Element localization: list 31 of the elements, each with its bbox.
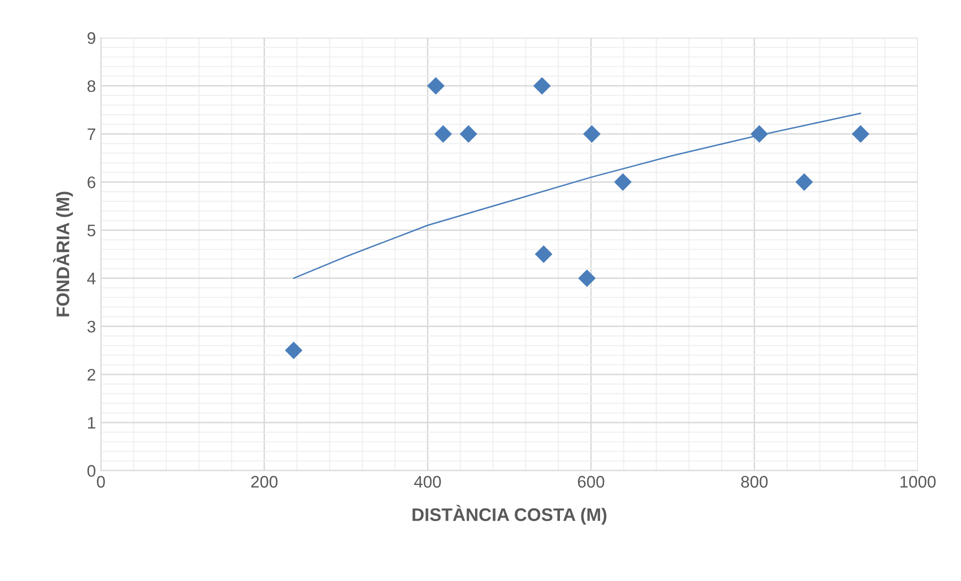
point — [795, 173, 813, 191]
x-tick-label: 1000 — [900, 476, 936, 488]
y-tick-label: 7 — [88, 128, 96, 140]
y-tick-label: 0 — [87, 465, 96, 477]
point — [284, 342, 302, 360]
point — [460, 125, 478, 143]
y-tick-label: 1 — [88, 417, 96, 429]
point — [533, 77, 551, 95]
point — [427, 77, 445, 95]
y-axis-title: FONDÀRIA (M) — [53, 192, 73, 316]
y-tick-label: 5 — [87, 224, 96, 236]
y-tick-label: 6 — [88, 176, 96, 188]
y-tick-label: 3 — [87, 320, 96, 333]
y-tick-label: 9 — [88, 32, 96, 44]
point — [583, 125, 601, 143]
x-tick-label: 200 — [251, 476, 278, 488]
point — [434, 125, 452, 143]
y-tick-label: 4 — [87, 272, 96, 284]
x-tick-label: 600 — [578, 476, 604, 488]
point — [750, 125, 768, 143]
point — [614, 173, 632, 191]
point — [852, 125, 870, 143]
x-axis-title: DISTÀNCIA COSTA (M) — [412, 504, 606, 525]
x-tick-label: 800 — [741, 476, 768, 488]
y-tick-label: 8 — [88, 80, 96, 92]
x-tick-label: 0 — [96, 476, 105, 488]
point — [578, 269, 596, 288]
line-series — [292, 112, 862, 279]
y-tick-label: 2 — [88, 368, 96, 380]
x-tick-label: 400 — [414, 476, 441, 488]
point — [534, 245, 552, 263]
